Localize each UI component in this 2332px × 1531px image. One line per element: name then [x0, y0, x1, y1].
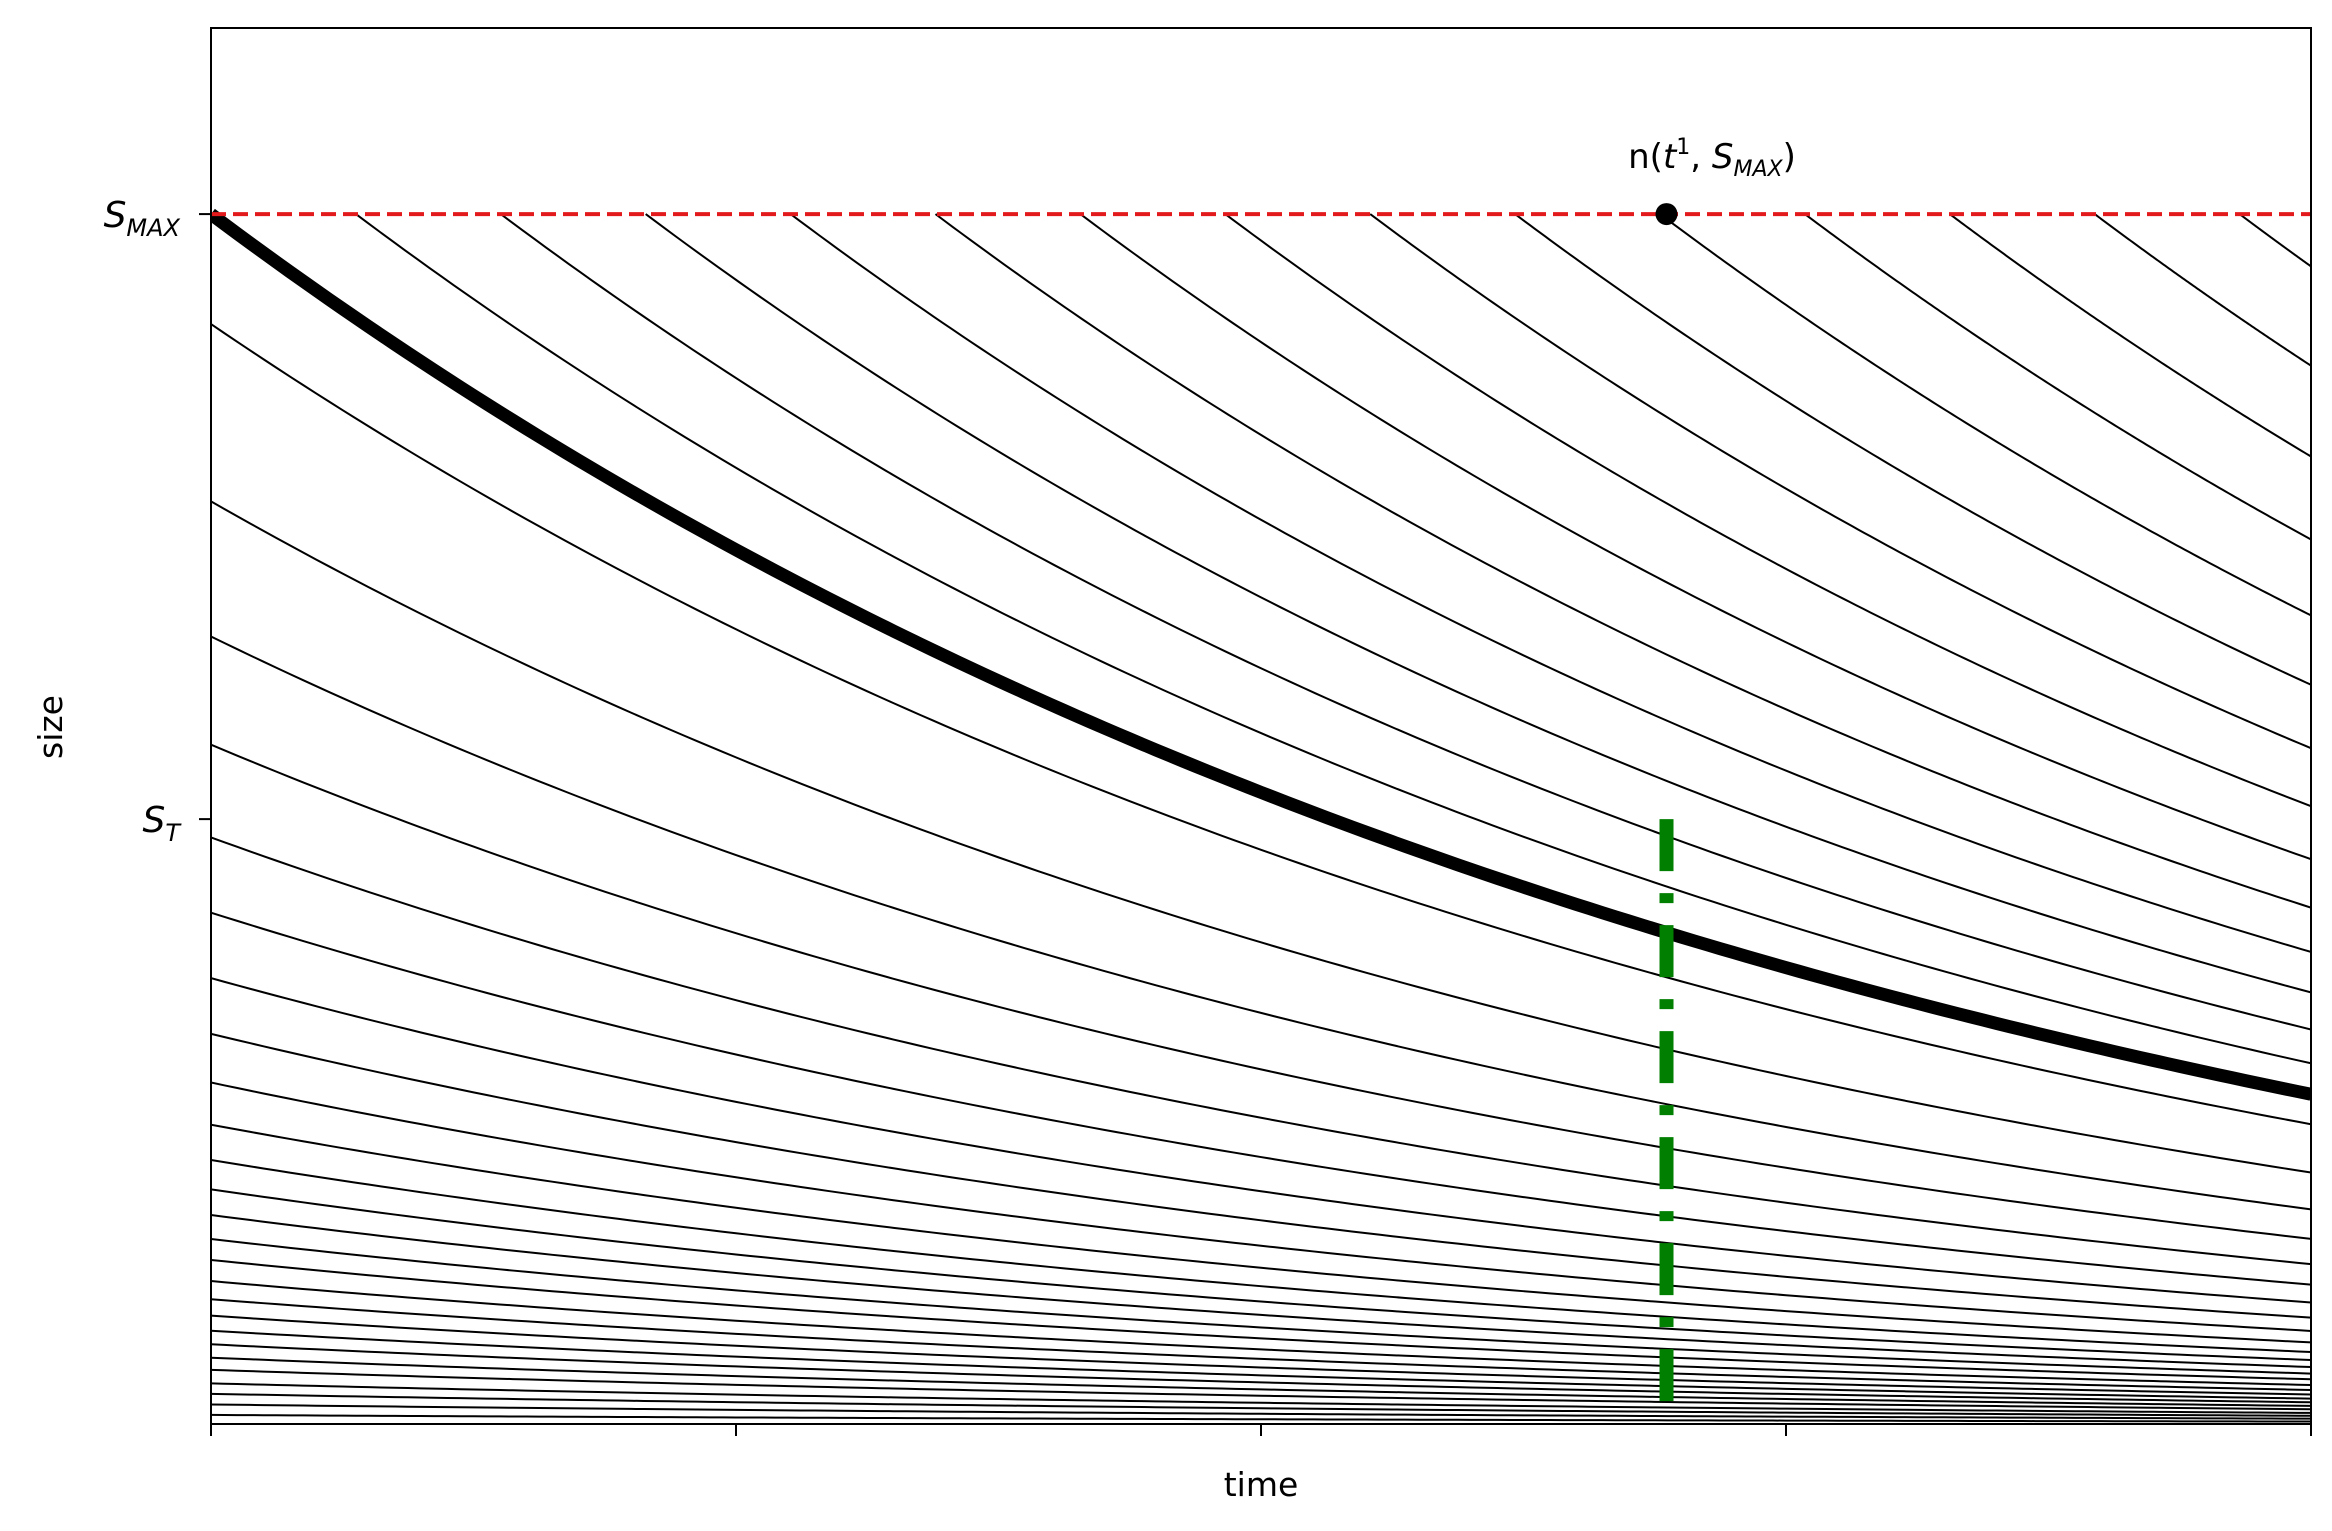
cohort-line-left-25 — [211, 1413, 2311, 1423]
axes — [199, 213, 2312, 1436]
cohort-line-left-0 — [211, 323, 2311, 1126]
cohort-line-left-7 — [211, 1032, 2311, 1319]
marker-point — [1655, 203, 1678, 226]
highlight-line — [211, 208, 2311, 1101]
cohort-line-left-9 — [211, 1123, 2311, 1344]
cohort-line-left-18 — [211, 1329, 2311, 1400]
y-tick-label-smax: SMAX — [104, 195, 181, 242]
cohort-line-left-8 — [211, 1081, 2311, 1332]
cohort-line-top-0 — [355, 213, 2311, 1065]
cohort-line-left-20 — [211, 1356, 2311, 1407]
cohort-line-top-13 — [2239, 213, 2311, 268]
cohort-line-left-1 — [211, 500, 2311, 1174]
cohort-line-top-6 — [1224, 213, 2311, 808]
cohort-line-left-5 — [211, 911, 2311, 1286]
cohort-line-left-17 — [211, 1314, 2311, 1396]
cohort-line-top-12 — [2094, 213, 2311, 367]
plot-area — [211, 203, 2311, 1424]
cohort-line-top-8 — [1514, 213, 2311, 686]
x-axis-label: time — [1224, 1465, 1299, 1504]
cohort-line-top-5 — [1079, 213, 2311, 861]
cohort-line-left-11 — [211, 1188, 2311, 1362]
cohort-line-left-13 — [211, 1238, 2311, 1375]
y-tick-label-st: ST — [142, 800, 182, 847]
cohort-line-left-6 — [211, 977, 2311, 1304]
cohort-line-top-11 — [1949, 213, 2311, 458]
y-axis-label: size — [31, 695, 70, 759]
cohort-line-left-2 — [211, 635, 2311, 1211]
cohort-line-top-7 — [1369, 213, 2311, 750]
marker-annotation: n(t1, SMAX) — [1628, 135, 1796, 182]
cohort-line-left-14 — [211, 1258, 2311, 1381]
cohort-line-top-3 — [790, 213, 2311, 953]
cohort-line-top-4 — [934, 213, 2311, 909]
cohort-line-left-4 — [211, 836, 2311, 1266]
cohort-line-left-21 — [211, 1368, 2311, 1411]
cohort-line-top-10 — [1804, 213, 2311, 541]
cohort-line-left-19 — [211, 1343, 2311, 1404]
cohort-line-left-23 — [211, 1392, 2311, 1417]
cohort-line-top-9 — [1659, 213, 2311, 617]
cohort-line-top-1 — [500, 213, 2311, 1031]
cohort-line-left-3 — [211, 743, 2311, 1240]
cohort-line-left-12 — [211, 1214, 2311, 1369]
plot-frame — [210, 27, 2312, 1425]
cohort-line-left-10 — [211, 1159, 2311, 1354]
cohort-line-left-16 — [211, 1298, 2311, 1391]
cohort-line-left-22 — [211, 1382, 2311, 1414]
cohort-line-top-2 — [645, 213, 2311, 994]
cohort-line-left-15 — [211, 1280, 2311, 1387]
cohort-line-left-24 — [211, 1403, 2311, 1420]
